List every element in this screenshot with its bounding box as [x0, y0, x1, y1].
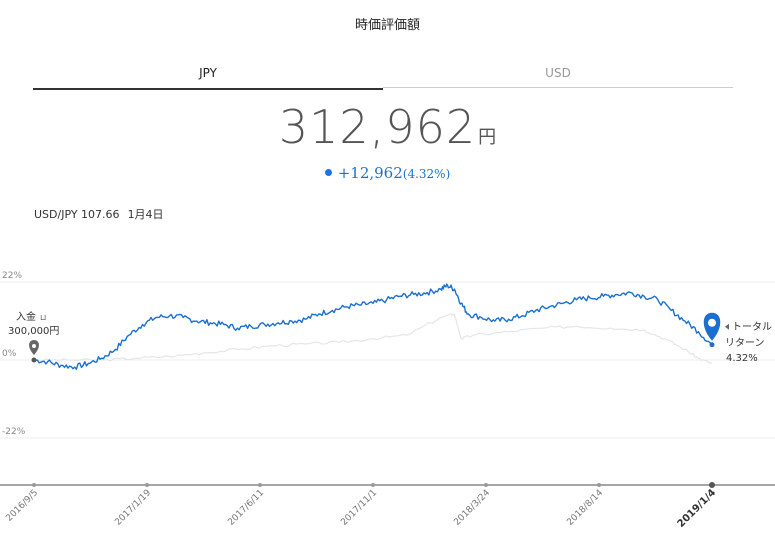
- x-tick-label: 2017/1/19: [113, 488, 153, 528]
- end-point: [709, 342, 715, 348]
- x-tick-dot: [709, 482, 715, 488]
- valuation: 312,962 円: [0, 100, 775, 154]
- fx-rate-date: 1月4日: [127, 208, 164, 221]
- total-return-label: リターン: [725, 337, 765, 349]
- y-tick-label: 0%: [2, 349, 17, 359]
- total-return-value: 4.32%: [726, 353, 758, 364]
- valuation-amount: 312,962: [278, 100, 477, 154]
- deposit-amount: 300,000円: [8, 326, 59, 337]
- deposit-label: 入金: [16, 310, 36, 323]
- tab-jpy[interactable]: JPY: [33, 66, 383, 90]
- x-tick-label: 2018/3/24: [452, 488, 492, 528]
- valuation-unit: 円: [478, 127, 497, 148]
- change-dot-icon: [324, 168, 332, 176]
- x-tick-label: 2017/11/1: [339, 488, 379, 528]
- change-amount: +12,962: [337, 164, 403, 182]
- x-tick-label: 2019/1/4: [676, 487, 718, 529]
- x-tick-dot: [371, 483, 375, 487]
- fx-rate-label: USD/JPY 107.66: [34, 208, 120, 221]
- total-return-label: トータル: [732, 321, 772, 333]
- deposit-icon: ⊔: [40, 313, 46, 322]
- valuation-change: +12,962(4.32%): [0, 164, 775, 182]
- pin-hole: [708, 318, 716, 327]
- x-tick-dot: [597, 483, 601, 487]
- x-tick-dot: [145, 483, 149, 487]
- series-line-portfolio: [33, 283, 713, 370]
- pointer-arrow-icon: [725, 323, 729, 330]
- page-title: 時価評価額: [354, 18, 420, 33]
- x-tick-dot: [32, 483, 36, 487]
- change-percent: (4.32%): [402, 167, 451, 181]
- y-tick-label: -22%: [2, 427, 26, 437]
- x-tick-dot: [258, 483, 262, 487]
- fx-rate: USD/JPY 107.66 1月4日: [34, 206, 172, 222]
- series-line-benchmark: [33, 313, 713, 365]
- pin-hole: [32, 344, 36, 348]
- y-tick-label: 22%: [2, 271, 22, 281]
- start-point: [31, 357, 37, 363]
- tab-usd[interactable]: USD: [383, 66, 733, 88]
- x-tick-label: 2018/8/14: [565, 488, 605, 528]
- x-tick-dot: [484, 483, 488, 487]
- x-tick-label: 2016/9/5: [4, 488, 40, 524]
- x-tick-label: 2017/6/11: [226, 488, 266, 528]
